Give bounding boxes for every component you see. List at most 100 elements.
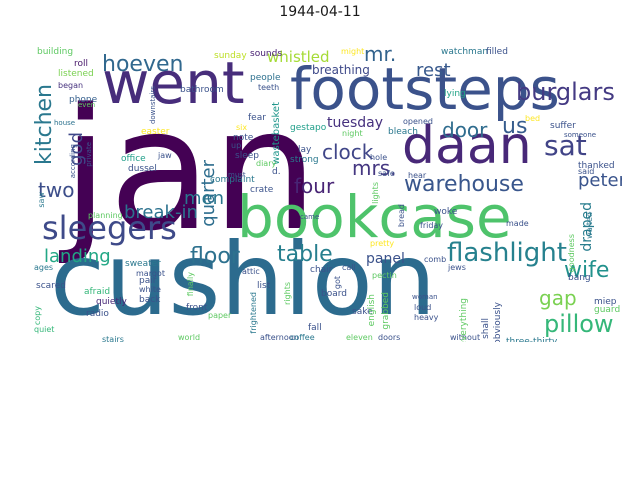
cloud-word-pretty: pretty [370,239,395,248]
cloud-word-coffee: coffee [290,333,315,342]
cloud-word-flashlight: flashlight [447,238,567,268]
cloud-word-dussel: dussel [128,164,157,174]
cloud-word-went: went [102,49,245,117]
cloud-word-teeth: teeth [258,83,280,92]
cloud-word-pair: pair [139,276,157,286]
cloud-word-guard: guard [594,305,621,315]
cloud-word-without: without [450,333,481,342]
cloud-word-front: front [186,303,208,313]
cloud-word-attic: attic [242,267,260,276]
cloud-word-obviously: obviously [493,302,503,342]
cloud-word-waited: waited [585,212,594,239]
cloud-word-lay: lay [298,145,312,155]
cloud-word-night: night [342,129,363,138]
cloud-word-clock: clock [322,140,374,164]
cloud-word-private: private [85,142,93,167]
cloud-word-eleven: eleven [346,333,373,342]
cloud-word-might: might [341,47,365,56]
cloud-word-sweater: sweater [125,259,161,269]
cloud-word-peter: peter [578,170,622,191]
cloud-word-copy: copy [33,306,42,326]
cloud-word-hole: hole [370,153,388,162]
cloud-word-shall: shall [481,318,491,339]
cloud-word-lying: lying [444,89,466,99]
cloud-word-suffer: suffer [550,121,576,131]
cloud-word-goodness: goodness [567,234,576,273]
cloud-word-filled: filled [486,47,508,57]
cloud-word-safe: safe [378,169,395,178]
cloud-word-sleegers: sleegers [42,209,177,247]
cloud-word-began: began [58,81,84,90]
cloud-word-footsteps: footsteps [290,55,560,123]
cloud-word-afraid: afraid [84,287,111,297]
cloud-word-woman: woman [412,293,438,301]
cloud-word-building: building [37,47,74,57]
cloud-word-miep: miep [594,297,617,307]
cloud-word-friday: friday [420,221,444,230]
cloud-word-bed: bed [525,114,541,123]
cloud-word-sounds: sounds [250,49,283,59]
cloud-word-mrs: mrs. [352,156,397,180]
cloud-word-even: even [78,101,96,109]
cloud-word-opened: opened [403,117,433,126]
cloud-word-according: according [69,144,77,179]
cloud-word-bleach: bleach [388,127,418,137]
cloud-word-loud: loud [414,303,432,312]
cloud-word-bathroom: bathroom [180,85,224,95]
cloud-word-tuesday: tuesday [327,115,384,131]
cloud-word-came: came [300,213,320,221]
cloud-word-paper: paper [208,311,232,320]
cloud-word-sleep: sleep [235,151,259,161]
cloud-word-ages: ages [34,263,54,272]
cloud-word-jews: jews [448,263,466,272]
cloud-word-wife: wife [564,258,610,283]
cloud-word-office: office [121,154,146,164]
cloud-word-gap: gap [539,286,577,310]
cloud-word-fear: fear [248,113,266,123]
cloud-word-saw: saw [37,192,46,208]
cloud-word-wastebasket: wastebasket [271,102,282,165]
cloud-word-bang: bang [568,273,591,283]
cloud-word-sake: sake [352,307,373,317]
cloud-word-bookcase: bookcase [237,183,512,251]
cloud-word-rest: rest [416,60,451,81]
cloud-word-thanked: thanked [578,161,615,171]
cloud-word-diary: diary [256,159,277,168]
cloud-word-sat: sat [544,129,587,162]
cloud-word-house: house [54,119,76,127]
cloud-word-call: call [342,263,356,272]
cloud-word-warehouse: warehouse [404,172,524,197]
cloud-word-men: men [184,188,225,209]
cloud-word-english: english [367,294,377,327]
cloud-word-d: d. [272,167,281,177]
cloud-word-quietly: quietly [96,297,127,307]
cloud-word-listened: listened [58,69,94,79]
cloud-word-daan: daan [402,116,532,176]
cloud-word-everything: everything [459,298,469,342]
cloud-word-watchman: watchman [441,47,489,57]
cloud-word-crate: crate [250,185,274,195]
cloud-word-three-thirty: three-thirty [506,337,558,343]
cloud-word-fall: fall [308,323,322,333]
cloud-word-afternoon: afternoon [260,333,299,342]
cloud-word-back: back [139,295,161,305]
cloud-word-frightened: frightened [249,292,258,334]
cloud-word-complaint: complaint [210,175,255,185]
cloud-word-strong: strong [290,155,319,165]
cloud-word-white: white [139,285,161,294]
cloud-word-doors: doors [378,333,401,342]
cloud-word-break-in: break-in [124,202,198,223]
cloud-word-us: us [502,114,528,139]
cloud-word-gestapo: gestapo [290,123,327,133]
cloud-word-floor: floor [190,244,240,269]
cloud-word-people: people [250,73,281,83]
cloud-word-quiet: quiet [34,325,55,334]
cloud-word-door: door [442,118,488,142]
cloud-word-breathing: breathing [312,63,370,77]
word-cloud: jan cushion bookcase footsteps went daan sleeg… [32,42,622,342]
cloud-word-grabbed: grabbed [381,292,391,330]
cloud-word-must: must [228,171,246,179]
cloud-word-heavy: heavy [414,313,439,322]
cloud-word-board: board [321,289,347,299]
cloud-word-jan: jan [62,72,319,268]
